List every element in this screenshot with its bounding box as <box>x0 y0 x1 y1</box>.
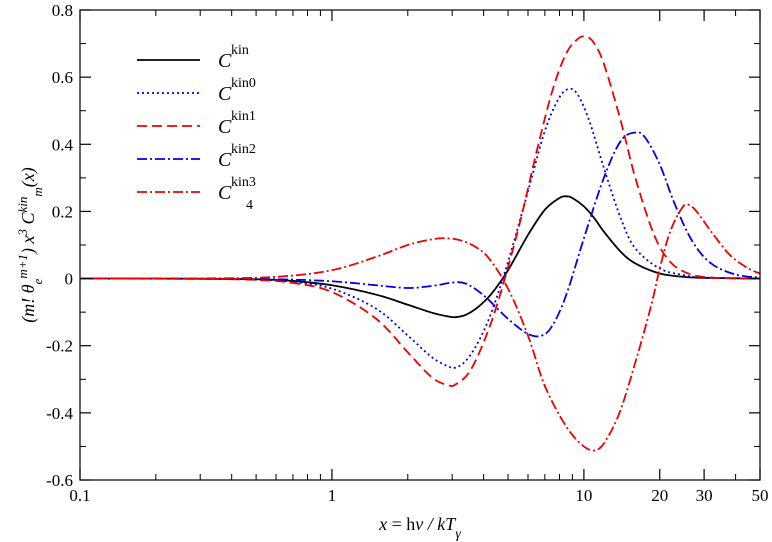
legend-label-c-kin3: C <box>218 182 232 204</box>
legend-sup-c-kin: kin <box>231 43 249 58</box>
series-line-3 <box>79 131 761 338</box>
legend-label-c-kin2: C <box>218 149 232 171</box>
x-axis-title: x = hν / kTγ <box>378 514 461 542</box>
x-tick-label-4: 30 <box>696 486 713 505</box>
y-tick-label-3: 0 <box>65 270 74 289</box>
series-line-2 <box>79 35 761 387</box>
legend-sup-c-kin2: kin2 <box>231 142 256 157</box>
legend-sub-c-kin3: 4 <box>246 198 253 213</box>
legend-entry-c-kin1: C kin1 <box>137 109 256 138</box>
legend-sup-c-kin3: kin3 <box>231 175 256 190</box>
legend-sup-c-kin1: kin1 <box>231 109 256 124</box>
axis-ticks <box>79 9 761 481</box>
y-tick-label-1: -0.4 <box>46 404 73 423</box>
legend-entry-c-kin: C kin <box>137 43 249 72</box>
tick-labels: 0.1 1 10 20 30 50 -0.6 -0.4 -0.2 0 0.2 0.4 0.6 0.8 <box>46 1 768 505</box>
legend: C kin C kin0 C kin1 C kin2 C kin3 4 <box>137 43 256 213</box>
series-line-0 <box>79 195 761 319</box>
x-tick-label-2: 10 <box>575 486 592 505</box>
legend-sup-c-kin0: kin0 <box>231 76 256 91</box>
legend-entry-c-kin2: C kin2 <box>137 142 256 171</box>
y-tick-label-2: -0.2 <box>46 337 73 356</box>
legend-entry-c-kin0: C kin0 <box>137 76 256 105</box>
legend-label-c-kin: C <box>218 50 232 72</box>
data-curves <box>79 35 761 452</box>
legend-label-c-kin1: C <box>218 116 232 138</box>
y-axis-title: (m! θem+1) x3 Ckinm(x) <box>15 167 45 323</box>
legend-label-c-kin0: C <box>218 83 232 105</box>
y-tick-label-4: 0.2 <box>52 202 73 221</box>
x-tick-label-3: 20 <box>651 486 668 505</box>
legend-entry-c-kin3: C kin3 4 <box>137 175 256 213</box>
x-tick-label-5: 50 <box>752 486 769 505</box>
y-tick-label-5: 0.4 <box>52 135 74 154</box>
x-tick-label-0: 0.1 <box>69 486 90 505</box>
y-tick-label-0: -0.6 <box>46 471 73 490</box>
y-tick-label-7: 0.8 <box>52 1 73 20</box>
y-tick-label-6: 0.6 <box>52 68 73 87</box>
x-tick-label-1: 1 <box>328 486 337 505</box>
series-line-4 <box>79 203 761 452</box>
